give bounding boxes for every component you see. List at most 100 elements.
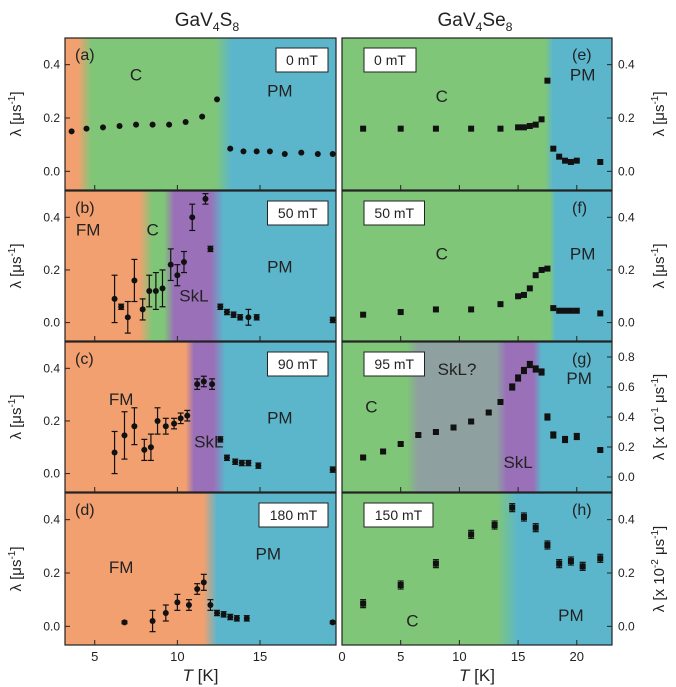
data-point: [298, 149, 305, 156]
panel-c: FM SkL PM (c) 90 mT 0.0 0.2 0.4 λ [μs-1]: [7, 341, 337, 493]
data-point: [544, 77, 551, 84]
y-tick-label: 0.4: [618, 210, 635, 224]
data-point: [515, 124, 522, 131]
data-point: [468, 306, 475, 313]
data-point: [68, 128, 75, 135]
data-point: [520, 514, 527, 520]
phase-label: SkL?: [438, 360, 477, 379]
panel-label: (c): [75, 351, 94, 368]
data-point: [223, 309, 230, 316]
field-label: 50 mT: [278, 205, 318, 221]
plot-frame: [64, 492, 337, 646]
y-tick-label: 0.0: [43, 164, 60, 178]
y-tick-label: 0.0: [43, 316, 60, 330]
x-tick-label: 5: [397, 649, 404, 664]
y-tick-label: 0.2: [618, 111, 635, 125]
data-point: [550, 145, 557, 152]
phase-label: FM: [76, 221, 101, 240]
data-point: [240, 148, 247, 155]
data-point: [255, 462, 262, 469]
field-box: [363, 47, 417, 73]
data-point: [550, 305, 557, 312]
data-point: [329, 466, 336, 473]
data-point: [131, 277, 138, 284]
data-point: [167, 261, 174, 268]
data-point: [329, 316, 336, 323]
data-point: [202, 195, 209, 202]
data-point: [329, 619, 336, 626]
panel-label: (d): [75, 502, 95, 519]
panel-label: (e): [572, 47, 592, 64]
data-point: [174, 599, 181, 606]
data-point: [573, 307, 580, 314]
data-point: [121, 619, 128, 626]
data-point: [597, 159, 604, 165]
phase-label: C: [436, 244, 448, 263]
data-point: [139, 306, 146, 313]
data-point: [111, 295, 118, 302]
data-point: [329, 151, 336, 157]
phase-label: PM: [570, 244, 596, 263]
y-axis-label: λ [μs-1]: [650, 91, 668, 136]
panel-f: C PM (f) 50 mT 0.0 0.2 0.4 λ [μs-1]: [341, 190, 668, 342]
data-point: [200, 579, 207, 586]
data-point: [199, 113, 206, 120]
data-point: [573, 433, 580, 440]
field-label: 0 mT: [286, 52, 318, 68]
plot-frame: [341, 37, 613, 191]
data-point: [567, 558, 574, 564]
x-axis-label: T [K]: [183, 666, 219, 685]
data-point: [538, 266, 545, 273]
phase-label: FM: [109, 558, 134, 577]
field-label: 90 mT: [278, 356, 318, 372]
field-box: [363, 502, 434, 528]
data-point: [314, 151, 321, 157]
data-point: [562, 307, 569, 314]
data-point: [217, 303, 224, 310]
data-point: [573, 157, 580, 164]
data-point: [184, 412, 191, 419]
data-point: [180, 259, 187, 266]
data-point: [185, 602, 192, 608]
panel-label: (b): [75, 200, 95, 217]
y-tick-label: 0.2: [43, 566, 60, 580]
y-tick-label: 0.0: [618, 316, 635, 330]
data-point: [432, 560, 439, 567]
data-point: [538, 369, 545, 375]
data-point: [207, 602, 214, 608]
data-point: [214, 610, 221, 616]
data-point: [597, 310, 604, 317]
data-point: [152, 288, 159, 294]
data-point: [149, 618, 156, 624]
field-box: [267, 200, 329, 226]
data-point: [432, 429, 439, 435]
field-label: 180 mT: [270, 507, 318, 523]
field-label: 0 mT: [374, 52, 406, 68]
data-point: [544, 265, 551, 272]
phase-label: C: [130, 66, 142, 85]
y-tick-label: 0.2: [618, 263, 635, 277]
phase-label: PM: [558, 606, 584, 625]
phase-label: SkL: [503, 453, 532, 472]
data-point: [233, 615, 240, 622]
data-point: [162, 610, 169, 616]
title-left: GaV4S8: [175, 10, 240, 34]
x-axis-label: T [K]: [459, 666, 495, 685]
data-point: [532, 524, 539, 531]
data-point: [141, 446, 148, 453]
data-point: [238, 460, 245, 467]
data-point: [556, 307, 563, 314]
data-point: [100, 124, 107, 131]
phase-label: SkL: [194, 432, 223, 451]
panel-label: (f): [572, 200, 587, 217]
data-point: [200, 378, 207, 385]
phase-label: PM: [267, 409, 293, 428]
data-point: [597, 447, 604, 453]
data-point: [124, 314, 131, 321]
phase-label: FM: [109, 390, 134, 409]
y-tick-label: 0.2: [43, 414, 60, 428]
field-label: 150 mT: [375, 507, 423, 523]
panel-g: C SkL? SkL PM(g) 95 mT 0.0 0.2 0.4 0.6 0.8 λ [x 10…: [341, 341, 668, 493]
data-point: [360, 125, 367, 132]
data-point: [485, 409, 492, 416]
